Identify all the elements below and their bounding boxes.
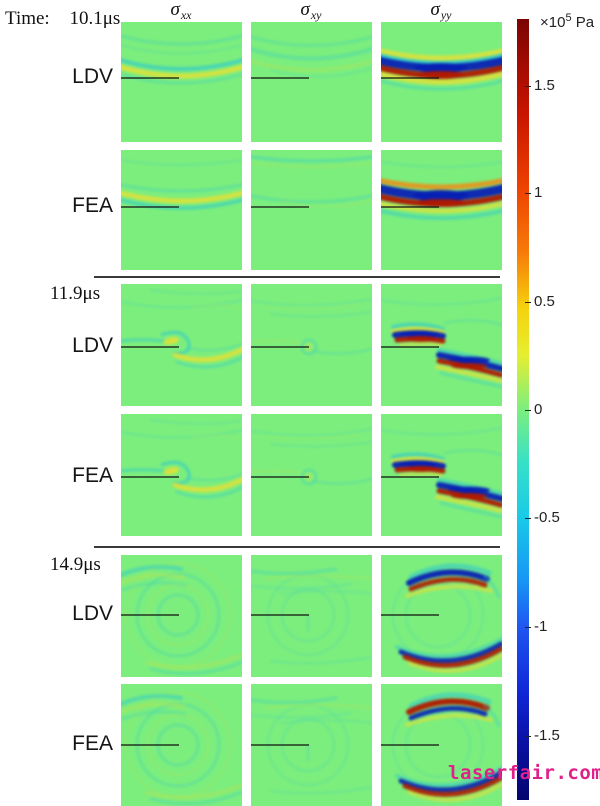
- watermark: laserfair.com: [448, 762, 600, 784]
- group-separator-line: [94, 546, 500, 548]
- stress-panel-fea-xy-t2: [251, 414, 372, 536]
- sigma-subscript: yy: [440, 8, 452, 22]
- colorbar-tick-mark: [525, 302, 531, 303]
- column-header-sigma-yy: σyy: [430, 0, 452, 22]
- stress-panel-ldv-yy-t2: [381, 284, 502, 406]
- colorbar-unit-exponent: 5: [565, 12, 572, 24]
- stress-panel-fea-xx-t3: [121, 684, 242, 806]
- colorbar-tick-label: 1: [534, 184, 543, 201]
- stress-panel-ldv-xx-t2: [121, 284, 242, 406]
- stress-panel-ldv-xy-t1: [251, 22, 372, 142]
- row-label-fea: FEA: [72, 732, 113, 755]
- stress-panel-ldv-xx-t1: [121, 22, 242, 142]
- colorbar-tick-mark: [525, 736, 531, 737]
- colorbar-tick-mark: [525, 410, 531, 411]
- colorbar-tick-mark: [525, 86, 531, 87]
- colorbar-unit-mantissa: ×10: [540, 14, 566, 31]
- colorbar-tick-label: -1: [534, 618, 548, 635]
- row-label-fea: FEA: [72, 194, 113, 217]
- time-header: Time: 10.1μs: [5, 8, 120, 30]
- stress-panel-fea-xx-t2: [121, 414, 242, 536]
- group-separator-line: [94, 276, 500, 278]
- sigma-symbol: σ: [430, 0, 440, 20]
- column-header-sigma-xx: σxx: [170, 0, 192, 22]
- colorbar-tick-label: 0.5: [534, 293, 555, 310]
- row-label-ldv: LDV: [72, 65, 113, 88]
- sigma-symbol: σ: [300, 0, 310, 20]
- row-label-ldv: LDV: [72, 334, 113, 357]
- stress-panel-fea-xy-t3: [251, 684, 372, 806]
- colorbar-tick-label: 0: [534, 401, 543, 418]
- row-label-fea: FEA: [72, 464, 113, 487]
- time-value-label: 10.1μs: [69, 8, 121, 29]
- stress-panel-ldv-xx-t3: [121, 555, 242, 677]
- colorbar-unit-label: ×105 Pa: [540, 12, 594, 31]
- stress-panel-fea-xx-t1: [121, 150, 242, 270]
- column-header-sigma-xy: σxy: [300, 0, 322, 22]
- stress-panel-fea-yy-t3: [381, 684, 502, 806]
- stress-panel-fea-yy-t2: [381, 414, 502, 536]
- group-time-label: 11.9μs: [50, 283, 101, 304]
- colorbar-tick-label: -1.5: [534, 727, 560, 744]
- colorbar-tick-mark: [525, 627, 531, 628]
- time-prefix-label: Time:: [5, 8, 50, 29]
- stress-panel-ldv-xy-t2: [251, 284, 372, 406]
- sigma-subscript: xy: [310, 8, 322, 22]
- stress-panel-ldv-xy-t3: [251, 555, 372, 677]
- colorbar-tick-mark: [525, 518, 531, 519]
- row-label-ldv: LDV: [72, 602, 113, 625]
- colorbar: [517, 19, 529, 800]
- colorbar-unit-suffix: Pa: [575, 14, 595, 31]
- colorbar-tick-mark: [525, 193, 531, 194]
- stress-panel-fea-yy-t1: [381, 150, 502, 270]
- stress-panel-ldv-yy-t1: [381, 22, 502, 142]
- colorbar-tick-label: 1.5: [534, 77, 555, 94]
- stress-panel-ldv-yy-t3: [381, 555, 502, 677]
- sigma-symbol: σ: [170, 0, 180, 20]
- group-time-label: 14.9μs: [50, 554, 101, 575]
- stress-panel-fea-xy-t1: [251, 150, 372, 270]
- sigma-subscript: xx: [180, 8, 192, 22]
- colorbar-tick-label: -0.5: [534, 509, 560, 526]
